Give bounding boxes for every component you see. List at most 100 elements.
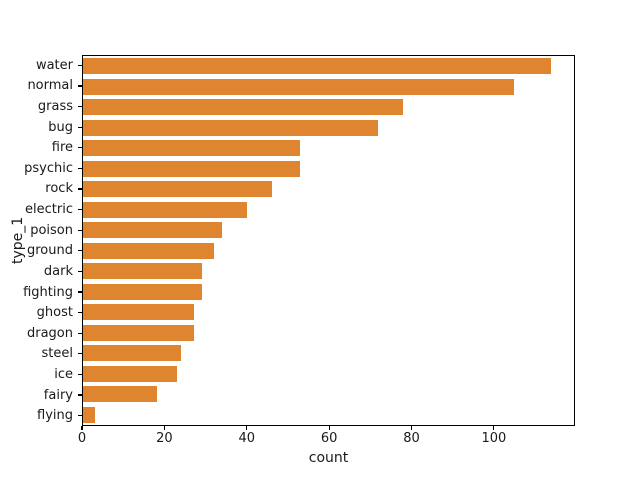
y-tick-text-fire: fire [51,140,73,156]
y-tick-label-fairy: fairy [0,385,82,406]
bar-fire [83,140,301,157]
bar-ice [83,365,178,382]
bar-fairy [83,386,157,403]
y-tick-mark-ghost [78,312,82,314]
bar-dark [83,263,202,280]
y-tick-label-fighting: fighting [0,282,82,303]
bar-electric [83,201,248,218]
bar-row-ice [83,364,574,385]
bar-row-dark [83,261,574,282]
y-tick-label-steel: steel [0,344,82,365]
y-tick-mark-rock [78,188,82,190]
x-tick-text-100: 100 [481,431,507,446]
bar-row-bug [83,118,574,139]
y-tick-label-rock: rock [0,179,82,200]
y-tick-text-steel: steel [41,346,73,362]
x-tick-text-40: 40 [238,431,256,446]
y-tick-label-ghost: ghost [0,302,82,323]
bar-steel [83,345,182,362]
x-tick-mark-0 [81,426,83,430]
y-tick-text-psychic: psychic [24,160,73,176]
y-tick-mark-electric [78,208,82,211]
bar-rock [83,181,272,198]
x-tick-mark-40 [246,426,248,430]
y-tick-mark-fire [78,147,82,149]
y-tick-label-poison: poison [0,220,82,241]
bar-dragon [83,324,194,341]
x-tick-text-60: 60 [320,431,338,446]
y-tick-mark-ice [78,373,82,376]
y-tick-text-dragon: dragon [26,325,73,341]
y-tick-label-electric: electric [0,199,82,220]
x-tick-labels: 0 20 40 60 80 100 [78,426,575,456]
y-tick-text-ghost: ghost [36,305,73,321]
y-tick-label-dark: dark [0,261,82,282]
bar-row-flying [83,405,574,426]
y-tick-mark-flying [78,415,82,417]
y-tick-labels: water normal grass bug fire psychic rock electr… [0,55,82,426]
bar-row-rock [83,179,574,200]
bar-rows [83,56,574,425]
bar-row-dragon [83,323,574,344]
bar-normal [83,78,514,95]
y-tick-mark-dark [78,270,82,272]
bar-poison [83,222,223,239]
y-tick-label-dragon: dragon [0,323,82,344]
y-tick-text-dark: dark [43,263,73,279]
x-tick-mark-60 [328,426,330,430]
y-tick-label-ice: ice [0,364,82,385]
y-tick-text-fighting: fighting [23,284,73,300]
y-tick-label-grass: grass [0,96,82,117]
bar-row-fairy [83,384,574,405]
bar-fighting [83,283,202,300]
y-tick-mark-grass [78,105,82,108]
y-tick-text-water: water [35,57,73,73]
bar-row-steel [83,343,574,364]
bar-row-psychic [83,159,574,180]
x-tick-text-80: 80 [403,431,420,446]
y-tick-text-normal: normal [27,78,73,94]
y-tick-mark-steel [78,353,82,355]
bar-row-normal [83,77,574,98]
y-tick-mark-poison [78,229,82,231]
bar-water [83,58,551,75]
bar-psychic [83,160,301,177]
plot-area [82,55,575,426]
y-tick-text-rock: rock [45,181,73,197]
y-tick-text-electric: electric [25,202,73,218]
x-tick-text-0: 0 [77,431,87,446]
bar-ghost [83,304,194,321]
y-tick-mark-ground [78,250,82,252]
y-tick-text-ground: ground [27,243,73,259]
y-tick-mark-normal [78,85,82,87]
x-axis-label: count [308,450,349,466]
y-tick-mark-bug [78,126,82,128]
x-tick-mark-20 [163,426,165,430]
y-tick-mark-fairy [78,394,82,396]
y-tick-label-water: water [0,55,82,76]
bar-ground [83,242,215,259]
y-tick-mark-water [78,64,82,66]
y-tick-label-ground: ground [0,240,82,261]
y-tick-mark-dragon [78,332,82,334]
y-tick-mark-psychic [78,167,82,169]
bar-row-water [83,56,574,77]
y-tick-label-fire: fire [0,137,82,158]
y-tick-mark-fighting [78,291,82,293]
y-tick-label-psychic: psychic [0,158,82,179]
y-tick-text-fairy: fairy [43,387,73,403]
y-tick-label-flying: flying [0,405,82,426]
bar-row-ghost [83,302,574,323]
bar-grass [83,99,403,116]
y-tick-text-grass: grass [37,99,73,115]
bar-row-electric [83,200,574,221]
bar-bug [83,119,379,136]
bar-row-fire [83,138,574,159]
bar-row-poison [83,220,574,241]
x-tick-mark-80 [410,426,413,430]
bar-row-fighting [83,282,574,303]
bar-row-grass [83,97,574,118]
y-tick-text-poison: poison [30,222,73,238]
y-tick-text-ice: ice [54,366,73,382]
